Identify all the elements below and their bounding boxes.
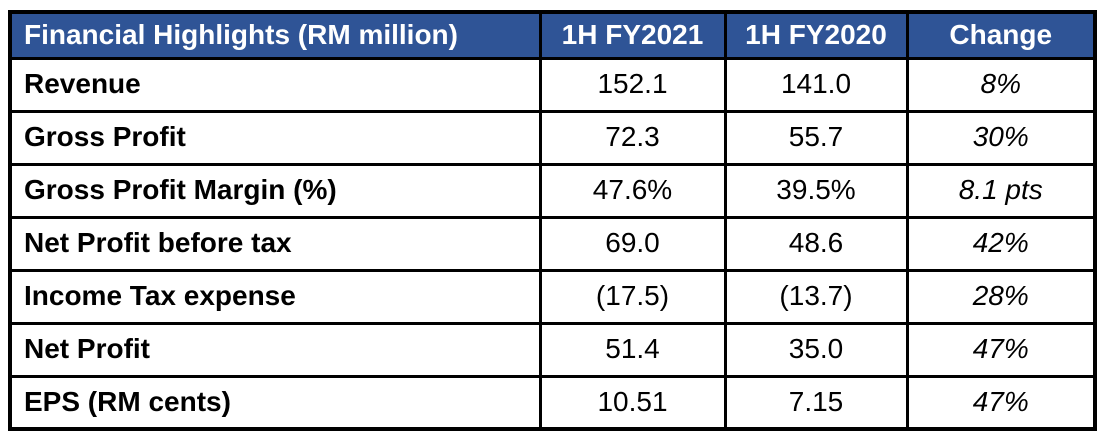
fy2020-value: 39.5% [723,162,909,219]
table-row-net-profit-before-tax: Net Profit before tax 69.0 48.6 42% [8,215,1097,272]
fy2021-value: 152.1 [538,56,727,113]
fy2021-value: (17.5) [538,268,727,325]
row-label: Gross Profit Margin (%) [8,162,542,219]
fy2020-value: 35.0 [723,321,909,378]
change-value: 47% [905,374,1097,431]
column-header-1h-fy2020: 1H FY2020 [723,10,909,60]
fy2020-value: 141.0 [723,56,909,113]
change-value: 8% [905,56,1097,113]
table-row-eps: EPS (RM cents) 10.51 7.15 47% [8,374,1097,431]
row-label: EPS (RM cents) [8,374,542,431]
financial-highlights-table: Financial Highlights (RM million) 1H FY2… [8,10,1097,431]
table-row-net-profit: Net Profit 51.4 35.0 47% [8,321,1097,378]
change-value: 28% [905,268,1097,325]
fy2020-value: 55.7 [723,109,909,166]
financial-highlights-table-container: Financial Highlights (RM million) 1H FY2… [8,10,1097,431]
fy2021-value: 10.51 [538,374,727,431]
table-row-revenue: Revenue 152.1 141.0 8% [8,56,1097,113]
fy2020-value: 7.15 [723,374,909,431]
change-value: 30% [905,109,1097,166]
fy2021-value: 72.3 [538,109,727,166]
fy2021-value: 51.4 [538,321,727,378]
row-label: Net Profit before tax [8,215,542,272]
row-label: Gross Profit [8,109,542,166]
column-header-1h-fy2021: 1H FY2021 [538,10,727,60]
table-row-gross-profit: Gross Profit 72.3 55.7 30% [8,109,1097,166]
table-row-gross-profit-margin: Gross Profit Margin (%) 47.6% 39.5% 8.1 … [8,162,1097,219]
change-value: 42% [905,215,1097,272]
fy2020-value: 48.6 [723,215,909,272]
row-label: Net Profit [8,321,542,378]
table-title: Financial Highlights (RM million) [8,10,542,60]
column-header-change: Change [905,10,1097,60]
fy2021-value: 69.0 [538,215,727,272]
table-row-income-tax-expense: Income Tax expense (17.5) (13.7) 28% [8,268,1097,325]
change-value: 47% [905,321,1097,378]
table-header-row: Financial Highlights (RM million) 1H FY2… [8,10,1097,60]
row-label: Income Tax expense [8,268,542,325]
change-value: 8.1 pts [905,162,1097,219]
row-label: Revenue [8,56,542,113]
fy2020-value: (13.7) [723,268,909,325]
fy2021-value: 47.6% [538,162,727,219]
